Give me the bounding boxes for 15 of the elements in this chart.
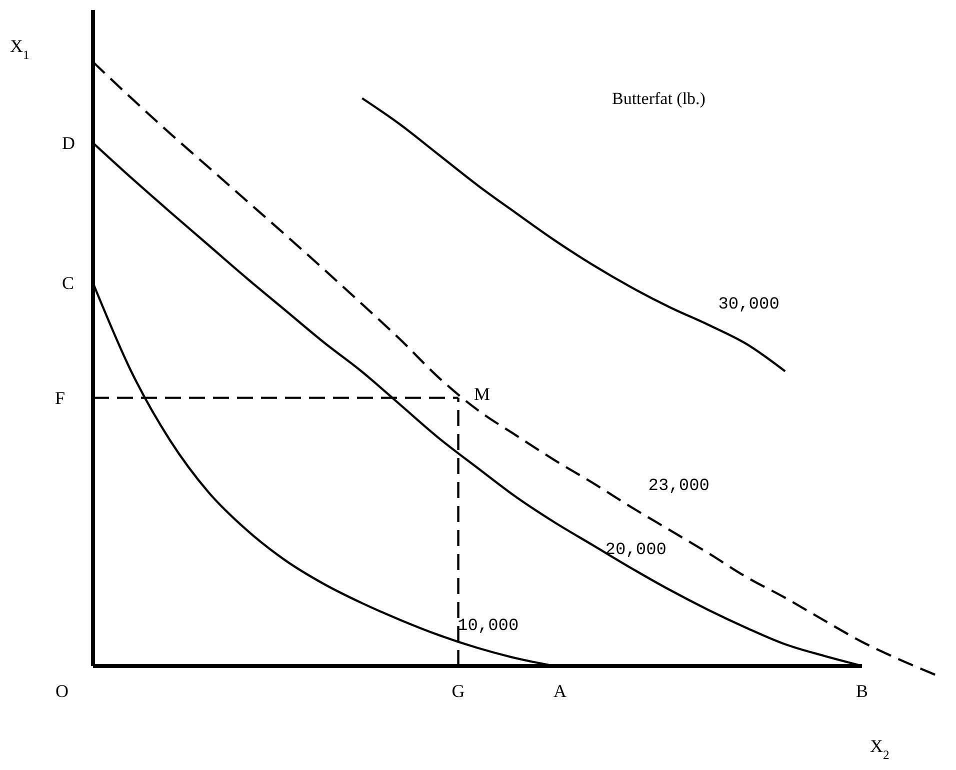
- legend-title: Butterfat (lb.): [612, 89, 706, 108]
- annotation: D: [62, 133, 75, 153]
- series-label: 23,000: [648, 477, 710, 496]
- annotation: C: [62, 273, 74, 293]
- annotation: M: [474, 384, 490, 404]
- text: A: [554, 681, 566, 701]
- text: O: [56, 681, 68, 701]
- text: G: [452, 681, 465, 701]
- series-label: 10,000: [458, 616, 519, 636]
- text: B: [856, 681, 868, 701]
- ref-line-label: F: [55, 388, 66, 408]
- series-label: 30,000: [718, 296, 780, 315]
- y-axis-title: X$_{1}$: [10, 36, 30, 62]
- series-label: 20,000: [605, 541, 667, 560]
- x-axis-title: X$_{2}$: [870, 736, 890, 762]
